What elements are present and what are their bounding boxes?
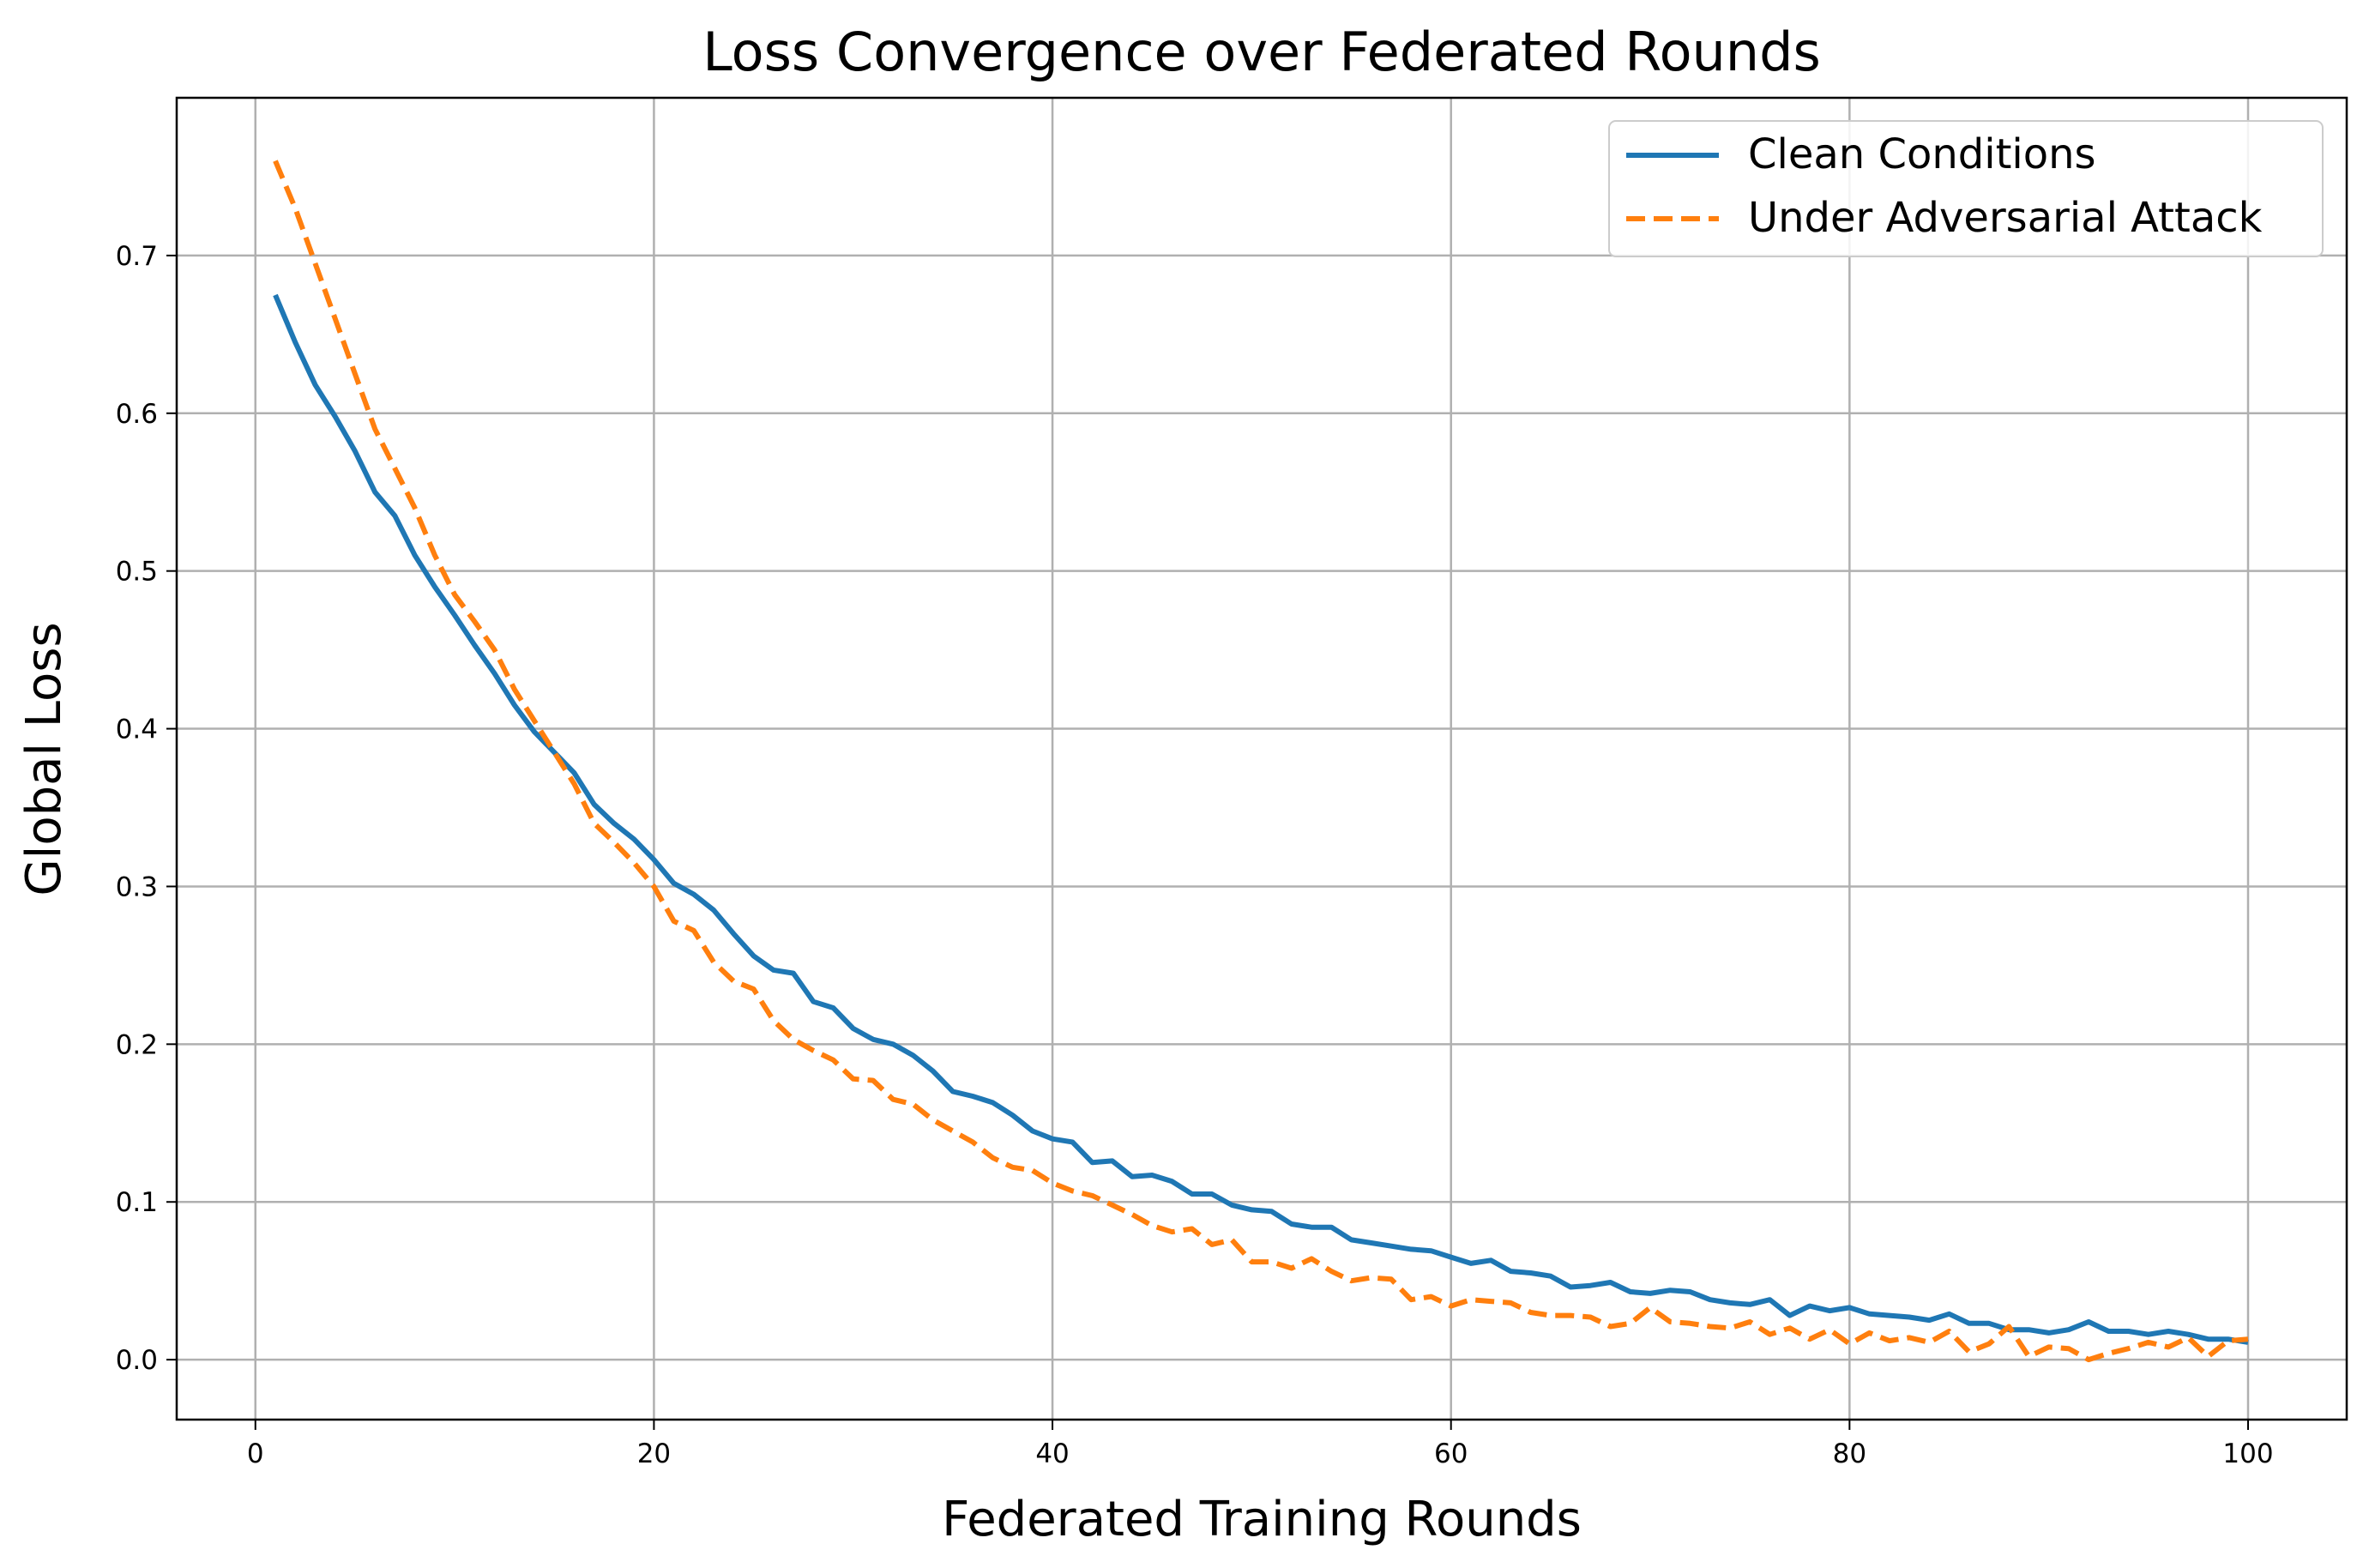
x-tick-label: 40: [1035, 1438, 1069, 1469]
x-tick-label: 80: [1833, 1438, 1866, 1469]
x-axis-label: Federated Training Rounds: [942, 1492, 1582, 1547]
y-axis-label: Global Loss: [16, 622, 72, 896]
y-tick-label: 0.2: [116, 1029, 158, 1060]
legend-box: [1608, 120, 2324, 257]
y-tick-label: 0.5: [116, 557, 158, 588]
legend-label-clean: Clean Conditions: [1748, 130, 2096, 178]
grid: [177, 98, 2347, 1420]
y-tick-label: 0.1: [116, 1187, 158, 1218]
plot-frame: [175, 96, 2348, 1421]
ticks: 0 20 40 60 80 100 0.0 0.1 0.2 0.3 0.4 0.5 0.6 0.7: [116, 241, 2274, 1469]
series-line-1: [273, 160, 2249, 1363]
y-tick-label: 0.4: [116, 715, 158, 745]
x-tick-label: 60: [1434, 1438, 1468, 1469]
y-tick-label: 0.6: [116, 399, 158, 430]
series-line-0: [273, 293, 2249, 1345]
y-tick-label: 0.0: [116, 1345, 158, 1376]
y-tick-label: 0.3: [116, 871, 158, 902]
chart-title: Loss Convergence over Federated Rounds: [702, 21, 1821, 83]
x-tick-label: 0: [247, 1438, 264, 1469]
series-lines: [273, 160, 2249, 1363]
x-tick-label: 100: [2222, 1438, 2273, 1469]
legend-label-attack: Under Adversarial Attack: [1748, 194, 2263, 242]
y-tick-label: 0.7: [116, 241, 158, 272]
x-tick-label: 20: [637, 1438, 671, 1469]
legend: Clean Conditions Under Adversarial Attac…: [1608, 120, 2324, 257]
